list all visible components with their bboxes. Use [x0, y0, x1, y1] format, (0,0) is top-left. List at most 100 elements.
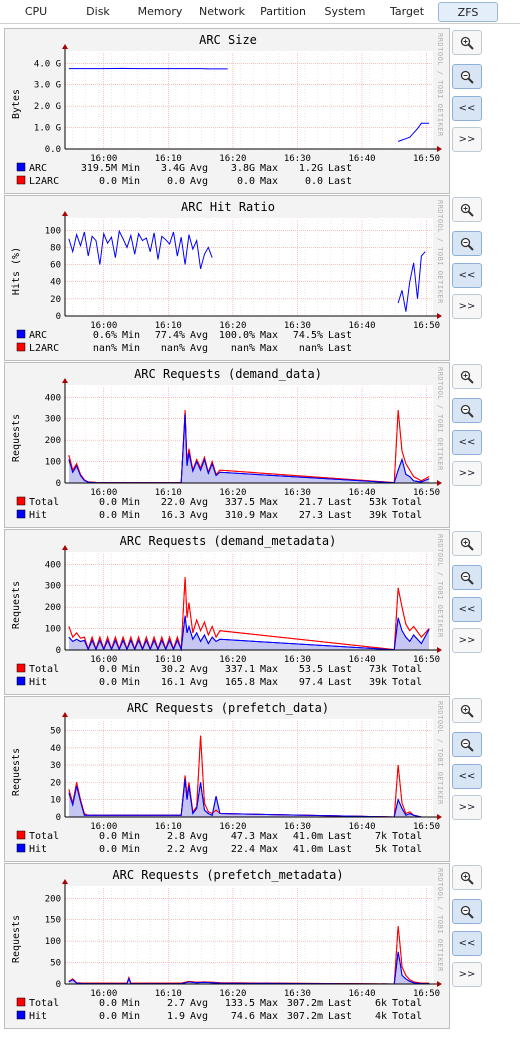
zoom-in-icon	[460, 203, 474, 217]
x-tick-label: 16:20	[219, 989, 246, 999]
graph-panel: 0 100 200 300 400 16:00 16:10 16:20 16:30 16:40 16…	[4, 362, 450, 528]
graph-panel: 0.0 1.0 G 2.0 G 3.0 G 4.0 G 16:00 16:10 16:20 16…	[4, 28, 450, 194]
legend-swatch	[16, 162, 26, 172]
zoom-in-button[interactable]	[452, 865, 482, 890]
legend-last-label: Last	[328, 998, 352, 1009]
legend-last-value: 307.2m	[287, 1011, 323, 1022]
tab-partition[interactable]: Partition	[260, 5, 306, 18]
legend-last-label: Last	[328, 330, 352, 341]
scroll-forward-button[interactable]: >>	[452, 294, 482, 319]
legend-min-label: Min	[122, 1011, 140, 1022]
scroll-forward-button[interactable]: >>	[452, 962, 482, 987]
scroll-forward-button[interactable]: >>	[452, 628, 482, 653]
legend-min-label: Min	[122, 176, 140, 187]
zoom-out-button[interactable]	[452, 64, 482, 89]
rrdtool-watermark: RRDTOOL / TOBI OETIKER	[436, 33, 444, 137]
zoom-out-button[interactable]	[452, 231, 482, 256]
legend-min-value: 0.0	[99, 677, 117, 688]
zoom-in-button[interactable]	[452, 531, 482, 556]
legend-last-label: Last	[328, 163, 352, 174]
scroll-back-button[interactable]: <<	[452, 764, 482, 789]
scroll-forward-button[interactable]: >>	[452, 461, 482, 486]
button-label: <<	[458, 938, 476, 949]
y-tick-label: 0	[56, 312, 61, 322]
tab-zfs[interactable]: ZFS	[438, 2, 498, 22]
zoom-out-button[interactable]	[452, 398, 482, 423]
y-tick-label: 80	[50, 243, 61, 253]
legend-total-value: 73k	[369, 664, 387, 675]
tab-system[interactable]: System	[324, 5, 366, 18]
zoom-in-icon	[460, 704, 474, 718]
legend-min-value: 0.0	[99, 1011, 117, 1022]
legend-total-value: 4k	[375, 1011, 387, 1022]
legend-max-label: Max	[260, 163, 278, 174]
x-tick-label: 16:40	[348, 321, 375, 331]
x-tick-label: 16:40	[348, 822, 375, 832]
button-label: >>	[458, 134, 476, 145]
plot-area	[65, 552, 433, 650]
legend-max-label: Max	[260, 998, 278, 1009]
scroll-back-button[interactable]: <<	[452, 597, 482, 622]
zoom-out-button[interactable]	[452, 732, 482, 757]
y-tick-label: 200	[45, 894, 61, 904]
x-tick-label: 16:30	[284, 822, 311, 832]
legend-max-label: Max	[260, 510, 278, 521]
tab-network[interactable]: Network	[199, 5, 245, 18]
legend-swatch	[16, 342, 26, 352]
y-tick-label: 40	[50, 278, 61, 288]
chart-svg: 0 20 40 60 80 100 16:00 16:10 16:20 16:30 16:40 16:…	[11, 200, 444, 354]
y-tick-label: 20	[50, 778, 61, 788]
chart-title: ARC Requests (prefetch_metadata)	[112, 868, 343, 882]
tab-disk[interactable]: Disk	[86, 5, 110, 18]
graph-panel: 0 50 100 150 200 16:00 16:10 16:20 16:30 16:40 16:…	[4, 863, 450, 1029]
legend-avg-value: 22.0	[161, 497, 185, 508]
scroll-forward-button[interactable]: >>	[452, 795, 482, 820]
plot-area	[65, 719, 433, 817]
zoom-in-icon	[460, 370, 474, 384]
x-tick-label: 16:00	[90, 655, 117, 665]
x-tick-label: 16:40	[348, 655, 375, 665]
legend-max-label: Max	[260, 831, 278, 842]
zoom-out-button[interactable]	[452, 899, 482, 924]
scroll-back-button[interactable]: <<	[452, 430, 482, 455]
series-line	[68, 229, 213, 269]
graph-panel: 0 100 200 300 400 16:00 16:10 16:20 16:30 16:40 16…	[4, 529, 450, 695]
legend-total-value: 39k	[369, 677, 387, 688]
legend-avg-label: Avg	[190, 1011, 208, 1022]
y-tick-label: 50	[50, 726, 61, 736]
scroll-back-button[interactable]: <<	[452, 96, 482, 121]
legend-last-value: 1.2G	[299, 163, 323, 174]
legend-max-label: Max	[260, 664, 278, 675]
legend-swatch	[16, 175, 26, 185]
legend-max-value: 0.0	[237, 176, 255, 187]
legend-min-label: Min	[122, 163, 140, 174]
rrdtool-watermark: RRDTOOL / TOBI OETIKER	[436, 701, 444, 805]
zoom-in-button[interactable]	[452, 364, 482, 389]
legend-max-value: 100.0%	[219, 330, 255, 341]
legend-max-label: Max	[260, 497, 278, 508]
chart-svg: 0 100 200 300 400 16:00 16:10 16:20 16:30 16:40 16…	[11, 534, 444, 688]
legend-min-value: nan%	[93, 343, 117, 354]
zoom-in-button[interactable]	[452, 30, 482, 55]
scroll-back-button[interactable]: <<	[452, 931, 482, 956]
legend-min-label: Min	[122, 343, 140, 354]
tab-memory[interactable]: Memory	[137, 5, 183, 18]
plot-area	[65, 51, 433, 149]
zoom-in-button[interactable]	[452, 698, 482, 723]
zoom-in-button[interactable]	[452, 197, 482, 222]
legend-max-value: 47.3	[231, 831, 255, 842]
tab-cpu[interactable]: CPU	[24, 5, 48, 18]
scroll-forward-button[interactable]: >>	[452, 127, 482, 152]
scroll-back-button[interactable]: <<	[452, 263, 482, 288]
x-axis-arrow-icon	[437, 480, 442, 486]
tab-target[interactable]: Target	[389, 5, 425, 18]
x-tick-label: 16:10	[155, 655, 182, 665]
y-axis-arrow-icon	[62, 211, 68, 216]
legend-min-value: 0.6%	[93, 330, 117, 341]
legend-last-label: Last	[328, 510, 352, 521]
legend-max-value: 337.5	[225, 497, 255, 508]
zoom-out-button[interactable]	[452, 565, 482, 590]
legend-max-label: Max	[260, 330, 278, 341]
x-tick-label: 16:40	[348, 154, 375, 164]
legend-swatch	[16, 509, 26, 519]
